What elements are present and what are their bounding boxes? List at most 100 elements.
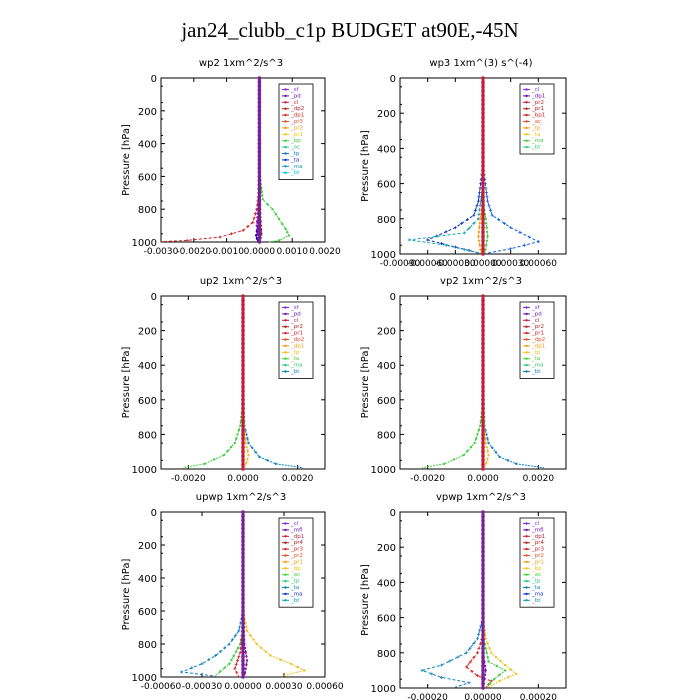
- series-marker: [296, 665, 299, 669]
- series-line: [422, 296, 484, 469]
- series-marker: [435, 234, 439, 238]
- center-marker: [481, 102, 485, 107]
- series-marker: [260, 646, 263, 650]
- x-tick-label: 0.0000: [227, 474, 259, 484]
- series-marker: [472, 655, 476, 659]
- series-marker: [266, 203, 269, 206]
- legend-label: _dp2: [290, 106, 304, 112]
- series-marker: [223, 666, 226, 669]
- center-marker: [481, 199, 485, 203]
- series-marker: [277, 239, 281, 242]
- center-marker: [481, 115, 485, 120]
- center-marker: [241, 346, 245, 350]
- legend-marker: [284, 370, 287, 373]
- legend-label: _pr2: [290, 125, 303, 131]
- center-marker: [241, 580, 245, 584]
- center-marker: [481, 93, 485, 98]
- center-marker: [257, 92, 262, 97]
- y-axis-label: Pressure [hPa]: [121, 347, 132, 419]
- series-marker: [235, 671, 239, 675]
- series-marker: [247, 441, 250, 445]
- legend-label: _ac: [531, 572, 541, 578]
- plot-frame: [160, 77, 326, 243]
- series-marker: [230, 658, 233, 662]
- legend-marker: [525, 599, 528, 602]
- center-marker: [481, 633, 485, 637]
- x-tick-label: -0.0020: [410, 474, 445, 484]
- series-marker: [440, 663, 443, 667]
- center-marker: [241, 415, 245, 419]
- series-marker: [475, 204, 479, 208]
- center-marker: [241, 393, 245, 398]
- series-marker: [489, 209, 493, 213]
- y-axis-label: Pressure [hPa]: [121, 559, 132, 631]
- series-marker: [245, 655, 248, 658]
- center-marker: [481, 541, 485, 545]
- series-marker: [230, 232, 234, 236]
- center-marker: [481, 576, 485, 580]
- series-marker: [255, 224, 258, 227]
- series-marker: [494, 655, 498, 659]
- legend-marker: [284, 351, 287, 354]
- center-marker: [481, 294, 485, 298]
- center-marker: [241, 605, 245, 609]
- series-marker: [515, 462, 518, 466]
- center-marker: [481, 367, 485, 372]
- series-marker: [246, 457, 249, 461]
- center-marker: [481, 133, 485, 137]
- panel-title: vpwp 1xm^2/s^3: [436, 492, 526, 503]
- legend-marker: [284, 522, 287, 525]
- legend-label: _tp: [290, 350, 300, 356]
- series-marker: [231, 638, 235, 642]
- series-marker: [487, 441, 490, 445]
- series-marker: [475, 674, 479, 678]
- series-marker: [484, 190, 488, 194]
- series-marker: [207, 658, 211, 662]
- center-marker: [481, 324, 485, 329]
- series-marker: [229, 445, 233, 449]
- series-marker: [234, 437, 238, 440]
- y-tick-label: 400: [377, 144, 396, 155]
- y-axis-label: Pressure [hPa]: [360, 130, 371, 202]
- center-marker: [257, 100, 262, 105]
- series-marker: [509, 247, 513, 251]
- series-marker: [236, 659, 240, 662]
- series-marker: [464, 651, 468, 655]
- center-marker: [481, 190, 485, 195]
- series-marker: [490, 213, 494, 217]
- center-marker: [481, 554, 485, 558]
- center-marker: [257, 76, 262, 80]
- y-tick-label: 600: [138, 172, 157, 183]
- center-marker: [481, 536, 485, 541]
- series-marker: [234, 663, 238, 667]
- legend-label: _bt: [290, 598, 300, 604]
- y-tick-label: 800: [138, 640, 157, 651]
- series-marker: [486, 199, 490, 203]
- series-marker: [234, 633, 238, 637]
- legend-marker: [525, 351, 528, 354]
- x-tick-label: 0.00060: [520, 259, 557, 269]
- center-marker: [481, 681, 485, 686]
- legend-label: _cl: [531, 521, 540, 527]
- center-marker: [257, 150, 262, 154]
- legend-label: _ta: [290, 157, 299, 163]
- series-marker: [487, 453, 490, 457]
- panel-1: wp2 1xm^2/s^3 Pressure [hPa] 0 200 400 600 800…: [121, 58, 341, 257]
- center-marker: [481, 247, 485, 252]
- series-marker: [284, 227, 287, 231]
- center-marker: [481, 137, 485, 142]
- center-marker: [481, 545, 485, 549]
- series-marker: [496, 217, 500, 221]
- legend-marker: [284, 152, 287, 155]
- x-tick-label: 0.00030: [492, 259, 529, 269]
- legend-marker: [284, 325, 287, 328]
- series-marker: [245, 445, 248, 449]
- center-marker: [257, 207, 262, 211]
- series-marker: [244, 441, 247, 445]
- center-marker: [481, 85, 485, 89]
- panel-5: upwp 1xm^2/s^3 Pressure [hPa] 0 200 400 600 80…: [121, 492, 344, 692]
- center-marker: [481, 186, 485, 190]
- legend-marker: [525, 139, 528, 142]
- legend-label: _bt: [531, 598, 541, 604]
